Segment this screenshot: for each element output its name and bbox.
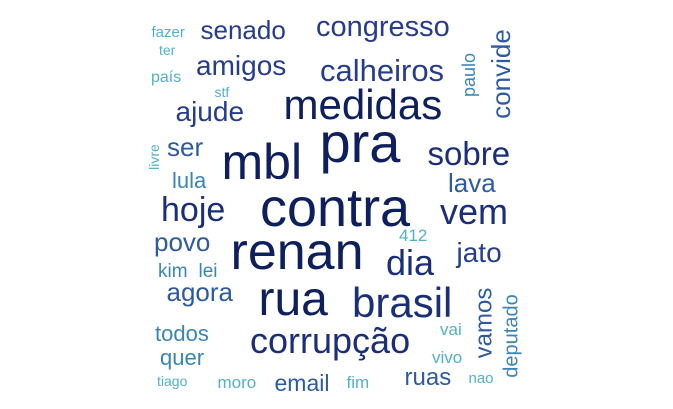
word-calheiros: calheiros — [320, 52, 445, 88]
word-pra: pra — [319, 111, 401, 174]
word-povo: povo — [154, 227, 211, 257]
word-todos: todos — [155, 321, 209, 346]
word-convide: convide — [485, 29, 516, 119]
word-hoje: hoje — [161, 191, 226, 229]
word-sobre: sobre — [427, 134, 511, 172]
word-ter: ter — [159, 42, 176, 58]
word-n412: 412 — [399, 225, 428, 245]
word-email: email — [274, 369, 330, 396]
word-paulo: paulo — [459, 52, 480, 98]
word-ser: ser — [167, 132, 204, 162]
word-agora: agora — [166, 277, 234, 307]
word-medidas: medidas — [283, 81, 443, 128]
word-fim: fim — [346, 372, 370, 392]
word-corrupcao: corrupção — [250, 320, 411, 361]
word-lava: lava — [448, 168, 496, 198]
word-vamos: vamos — [469, 287, 497, 359]
word-contra: contra — [260, 178, 411, 238]
word-pais: país — [151, 69, 182, 86]
word-ruas: ruas — [404, 364, 452, 391]
word-renan: renan — [230, 223, 364, 281]
word-dia: dia — [386, 242, 435, 283]
word-nao: nao — [468, 369, 494, 387]
word-deputado: deputado — [500, 294, 523, 378]
word-rua: rua — [258, 273, 328, 326]
word-lula: lula — [172, 168, 207, 193]
word-vivo: vivo — [432, 347, 463, 367]
word-kim: kim — [158, 260, 188, 282]
word-congresso: congresso — [316, 10, 450, 43]
word-moro: moro — [217, 372, 257, 392]
word-stf: stf — [214, 84, 230, 100]
word-senado: senado — [200, 15, 286, 45]
word-fazer: fazer — [151, 23, 185, 41]
word-tiago: tiago — [157, 373, 188, 389]
word-mbl: mbl — [221, 134, 303, 190]
word-ajude: ajude — [175, 96, 245, 127]
word-jato: jato — [456, 237, 502, 268]
word-amigos: amigos — [196, 50, 287, 81]
word-lei: lei — [198, 260, 218, 282]
word-vem: vem — [440, 191, 509, 232]
word-quer: quer — [160, 345, 205, 370]
word-livre: livre — [145, 144, 162, 170]
word-brasil: brasil — [352, 279, 453, 326]
word-vai: vai — [440, 319, 462, 339]
